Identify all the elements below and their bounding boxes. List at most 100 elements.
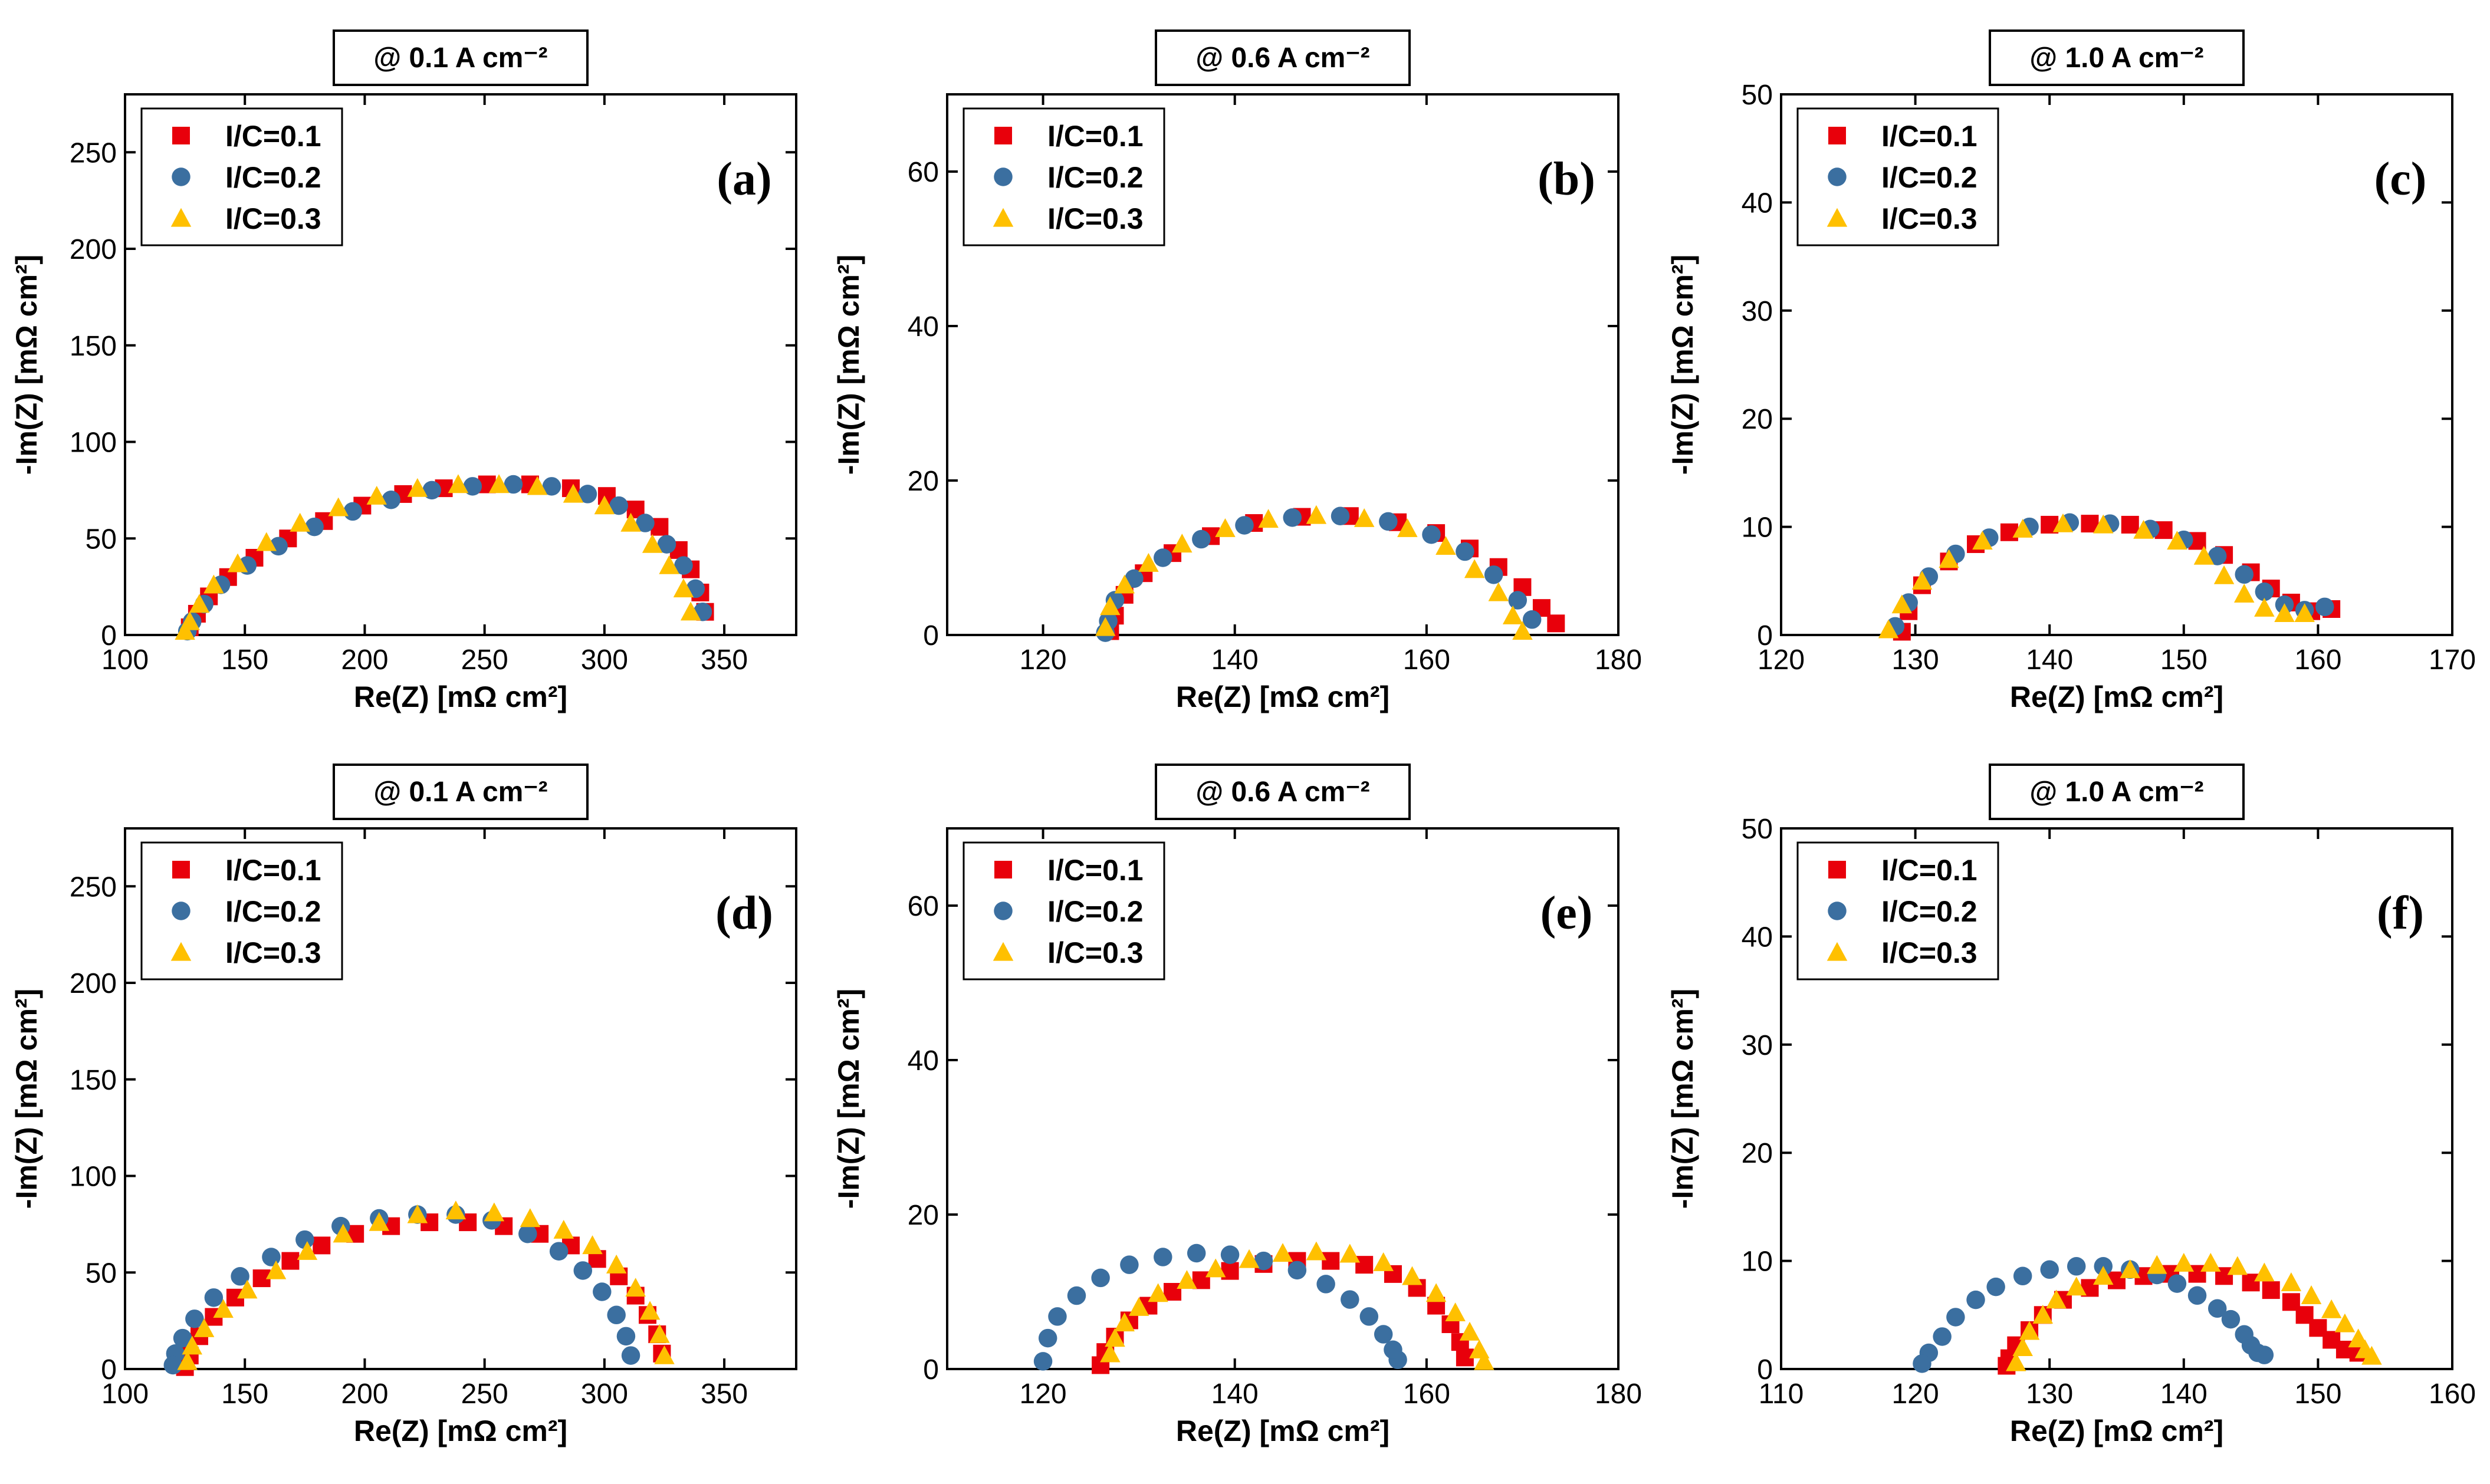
data-point <box>445 1200 467 1220</box>
legend-marker <box>172 901 190 920</box>
data-point <box>484 1202 505 1222</box>
legend-label: I/C=0.3 <box>1881 202 1977 235</box>
title-box <box>1155 764 1411 820</box>
y-tick-label: 20 <box>1742 404 1773 435</box>
title-box <box>1155 29 1411 86</box>
y-tick-label: 0 <box>1757 620 1773 651</box>
legend-marker <box>994 167 1013 186</box>
y-axis-label: -Im(Z) [mΩ cm²] <box>10 255 43 475</box>
y-tick-label: 250 <box>70 871 117 903</box>
data-point <box>607 1305 626 1325</box>
data-point <box>527 476 548 495</box>
x-tick-label: 120 <box>1020 644 1067 676</box>
x-tick-label: 120 <box>1758 644 1805 676</box>
data-point <box>1316 1275 1335 1294</box>
chart-panel-c: 120 130 140 150 160 170 0 10 20 30 40 50 Re(Z) [mΩ c… <box>1666 29 2476 713</box>
data-point <box>1120 1255 1139 1274</box>
data-point <box>366 485 387 505</box>
data-point <box>463 477 482 496</box>
y-tick-label: 200 <box>70 234 117 265</box>
data-point <box>2019 1321 2040 1340</box>
data-point <box>297 1240 318 1260</box>
panel-label: (a) <box>717 153 771 205</box>
x-tick-label: 350 <box>701 1378 748 1410</box>
data-point <box>189 594 210 613</box>
data-point <box>1488 582 1509 601</box>
x-tick-label: 100 <box>101 1378 149 1410</box>
data-point <box>654 1345 675 1364</box>
y-axis-label: -Im(Z) [mΩ cm²] <box>10 989 43 1209</box>
data-point <box>1154 548 1172 567</box>
data-point <box>1374 1325 1393 1344</box>
y-tick-label: 40 <box>908 311 939 343</box>
data-point <box>2301 1285 2322 1304</box>
y-axis-label: -Im(Z) [mΩ cm²] <box>1666 989 1699 1209</box>
data-point <box>1331 506 1350 526</box>
data-point <box>2348 1328 2369 1348</box>
data-point <box>407 478 428 497</box>
data-point <box>2213 565 2235 584</box>
series-I/C=0.3 <box>2006 1253 2382 1371</box>
data-point <box>1508 591 1527 610</box>
plot-frame <box>1780 827 2453 1370</box>
data-point <box>204 1288 224 1307</box>
y-tick-label: 200 <box>70 968 117 999</box>
data-point <box>163 1355 183 1375</box>
data-point <box>1402 1266 1423 1285</box>
data-point <box>1939 549 1959 568</box>
data-point <box>1220 1245 1240 1264</box>
data-point <box>518 1225 537 1243</box>
x-tick-label: 120 <box>1020 1378 1067 1410</box>
data-point <box>2255 582 2274 601</box>
x-tick-label: 160 <box>2294 644 2341 676</box>
x-tick-label: 140 <box>1211 644 1259 676</box>
data-point <box>2173 1253 2195 1272</box>
legend-marker <box>172 861 190 878</box>
data-point <box>2000 523 2018 541</box>
series-I/C=0.3 <box>1095 505 1533 640</box>
legend-label: I/C=0.2 <box>1881 895 1977 928</box>
data-point <box>1913 1354 1931 1373</box>
data-point <box>2208 1299 2227 1318</box>
data-point <box>520 1208 541 1228</box>
y-tick-label: 60 <box>908 891 939 922</box>
panel-label: (c) <box>2374 153 2427 205</box>
panel-label: (b) <box>1538 153 1595 205</box>
panel-label: (d) <box>715 887 773 939</box>
data-point <box>1254 1251 1273 1271</box>
legend: I/C=0.1 I/C=0.2 I/C=0.3 <box>963 107 1165 246</box>
data-point <box>563 483 584 503</box>
data-point <box>185 1309 204 1328</box>
series-I/C=0.3 <box>1878 513 2315 639</box>
data-point <box>1878 619 1899 639</box>
data-point <box>1339 1243 1361 1263</box>
title-box <box>1989 29 2245 86</box>
data-point <box>1512 621 1533 640</box>
data-point <box>2040 1260 2059 1279</box>
data-point <box>1379 512 1398 531</box>
data-point <box>1966 1290 1985 1309</box>
chart-panel-a: 100 150 200 250 300 350 0 50 100 150 200 250 Re(Z) [… <box>10 29 797 713</box>
title-box <box>333 29 589 86</box>
data-point <box>1172 534 1193 553</box>
data-point <box>1445 1302 1466 1322</box>
data-point <box>1322 1252 1340 1270</box>
data-point <box>636 514 655 532</box>
chart-panel-b: 120 140 160 180 0 20 40 60 Re(Z) [mΩ cm²] -Im(Z) … <box>832 29 1642 713</box>
y-tick-label: 50 <box>86 524 117 555</box>
legend: I/C=0.1 I/C=0.2 I/C=0.3 <box>140 841 343 980</box>
data-point <box>1272 1243 1293 1262</box>
data-point <box>593 1282 612 1301</box>
x-tick-label: 350 <box>701 644 748 676</box>
y-tick-label: 20 <box>908 466 939 497</box>
data-point <box>2121 515 2139 534</box>
chart-title: @ 0.6 A cm⁻² <box>1195 42 1369 74</box>
x-tick-label: 170 <box>2429 644 2476 676</box>
legend: I/C=0.1 I/C=0.2 I/C=0.3 <box>140 107 343 246</box>
x-tick-label: 110 <box>1759 1378 1804 1410</box>
legend: I/C=0.1 I/C=0.2 I/C=0.3 <box>1796 107 1999 246</box>
data-point <box>2274 603 2295 622</box>
data-point <box>1484 565 1503 584</box>
data-point <box>1067 1286 1086 1305</box>
data-point <box>1354 508 1375 527</box>
